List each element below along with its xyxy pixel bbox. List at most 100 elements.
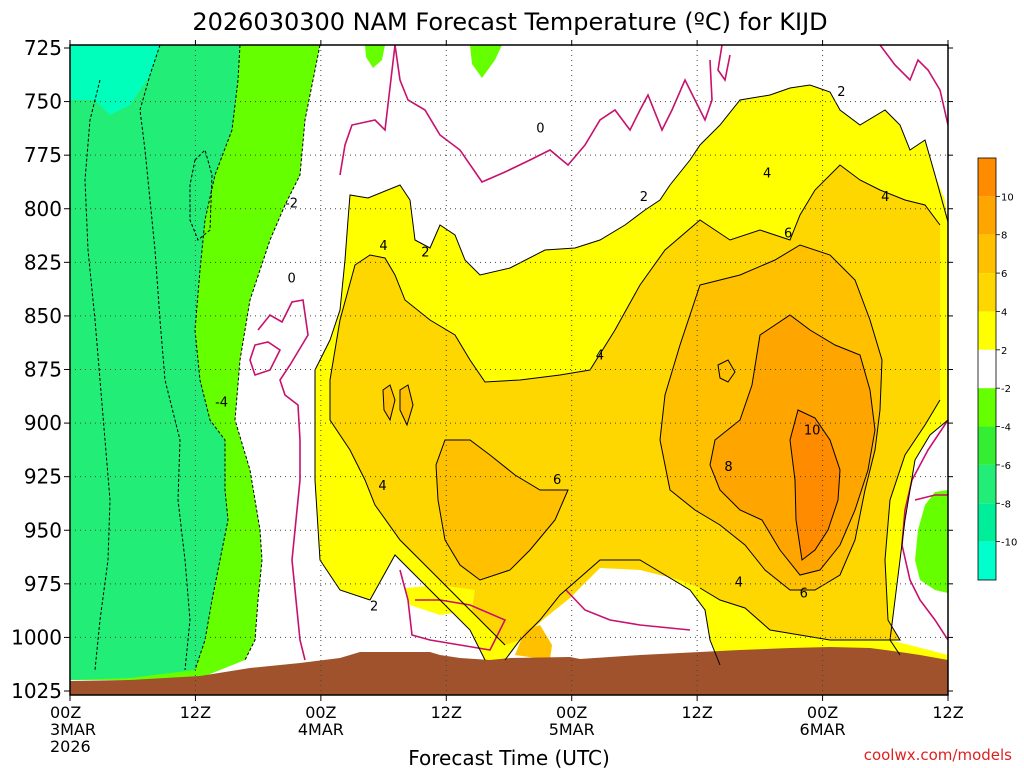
y-tick-label: 725 <box>24 36 62 60</box>
band-cold-right-edge <box>915 490 948 593</box>
x-tick-label: 00Z <box>807 703 838 722</box>
legend-swatch <box>978 349 996 389</box>
zero-contour-right-top <box>879 45 948 126</box>
contour-label: 4 <box>379 239 387 254</box>
contour-label: 10 <box>804 424 821 439</box>
color-legend: 10 8 6 4 2 -2 -4 -6 -8 -10 <box>977 157 1017 581</box>
legend-swatch <box>978 234 996 274</box>
legend-swatch <box>978 388 996 427</box>
six-degree-contour-east <box>659 244 883 591</box>
contour-label: 6 <box>800 586 808 601</box>
legend-label: 8 <box>1001 231 1007 242</box>
legend-swatch <box>978 158 996 197</box>
contour-label: 4 <box>735 576 743 591</box>
legend-label: -8 <box>1001 499 1011 510</box>
y-tick-label: 775 <box>24 143 62 167</box>
y-tick-label: 925 <box>24 465 62 489</box>
y-tick-label: 900 <box>24 411 62 435</box>
warm-spot-outline <box>382 384 414 427</box>
chart-title: 2026030300 NAM Forecast Temperature (ºC)… <box>192 8 827 36</box>
terrain <box>70 647 948 695</box>
legend-swatch <box>978 426 996 465</box>
contour-label: 0 <box>536 121 544 136</box>
band-cold-top-spot-2 <box>470 45 502 78</box>
x-tick-label: 2026 <box>50 737 91 756</box>
eight-degree-contour-spot <box>717 359 736 383</box>
contour-label: -4 <box>215 396 228 411</box>
zero-contour-top <box>339 45 396 176</box>
x-tick-label: 12Z <box>932 703 963 722</box>
contour-label: 6 <box>784 226 792 241</box>
x-tick-label: 4MAR <box>298 720 344 739</box>
legend-swatch <box>978 464 996 504</box>
legend-label: 2 <box>1001 346 1007 357</box>
y-tick-label: 750 <box>24 90 62 114</box>
x-tick-label: 12Z <box>681 703 712 722</box>
two-degree-contour-bottom <box>504 559 721 666</box>
legend-swatch <box>978 311 996 350</box>
legend-label: -2 <box>1001 384 1011 395</box>
contour-label: 4 <box>596 348 604 363</box>
zero-contour-bottom-middle <box>565 589 691 631</box>
zero-contour-left-bump <box>249 341 282 377</box>
band-above-10 <box>790 410 840 560</box>
x-tick-label: 00Z <box>305 703 336 722</box>
minus4-contour <box>194 45 241 671</box>
y-tick-label: 1025 <box>11 679 62 703</box>
contour-label: 6 <box>553 473 561 488</box>
x-tick-label: 6MAR <box>800 720 846 739</box>
contour-label: -2 <box>285 196 298 211</box>
legend-label: 6 <box>1001 269 1007 280</box>
contour-label: 2 <box>837 85 845 100</box>
legend-label: 10 <box>1001 192 1014 203</box>
band-cold-top-spot-1 <box>365 45 385 68</box>
contour-label: 8 <box>724 460 732 475</box>
temperature-field: 0 2 4 4 2 -2 6 4 2 0 4 -4 10 8 6 4 4 6 2 <box>70 45 948 695</box>
legend-label: -4 <box>1001 423 1011 434</box>
x-tick-label: 00Z <box>556 703 587 722</box>
band-coldest <box>70 45 160 115</box>
legend-label: -10 <box>1001 538 1017 549</box>
contour-label: 4 <box>378 479 386 494</box>
contour-labels: 0 2 4 4 2 -2 6 4 2 0 4 -4 10 8 6 4 4 6 2 <box>215 85 889 614</box>
minus6-contour <box>139 45 191 671</box>
legend-swatch <box>978 273 996 312</box>
y-tick-label: 800 <box>24 197 62 221</box>
contour-label: 0 <box>287 271 295 286</box>
band-6-to-8-west <box>436 440 568 580</box>
zero-contour-middle-top <box>394 45 713 183</box>
x-tick-label: 3MAR <box>50 720 96 739</box>
zero-contour-right-pocket <box>914 494 948 501</box>
minus8-contour <box>84 79 111 671</box>
y-tick-label: 950 <box>24 518 62 542</box>
temperature-contours <box>84 45 948 671</box>
zero-contour-left <box>257 299 309 661</box>
eight-degree-contour <box>709 314 876 576</box>
contour-label: 4 <box>881 190 889 205</box>
two-degree-contour <box>314 84 948 661</box>
zero-contour-top-right <box>717 45 731 82</box>
six-degree-contour-west <box>435 439 569 581</box>
y-tick-label: 825 <box>24 250 62 274</box>
y-tick-label: 975 <box>24 572 62 596</box>
y-tick-label: 875 <box>24 358 62 382</box>
x-axis-label: Forecast Time (UTC) <box>408 746 610 768</box>
minus6-contour-loop <box>189 149 213 241</box>
credit-text: coolwx.com/models <box>864 746 1012 764</box>
legend-swatch <box>978 196 996 235</box>
y-tick-label: 850 <box>24 304 62 328</box>
y-tick-label: 1000 <box>11 625 62 649</box>
gridlines <box>70 45 948 695</box>
y-axis: 7257507758008258508759009259509751000102… <box>11 36 953 703</box>
legend-swatch <box>978 503 996 542</box>
zero-contour-bottom-pocket <box>399 569 507 651</box>
band-below-minus4 <box>70 45 240 680</box>
contour-label: 2 <box>370 599 378 614</box>
ten-degree-contour <box>789 409 841 561</box>
warm-bottom-lobe <box>515 625 552 660</box>
zero-degree-contours <box>249 45 948 661</box>
four-degree-contour <box>329 164 941 646</box>
contour-label: 2 <box>640 190 648 205</box>
